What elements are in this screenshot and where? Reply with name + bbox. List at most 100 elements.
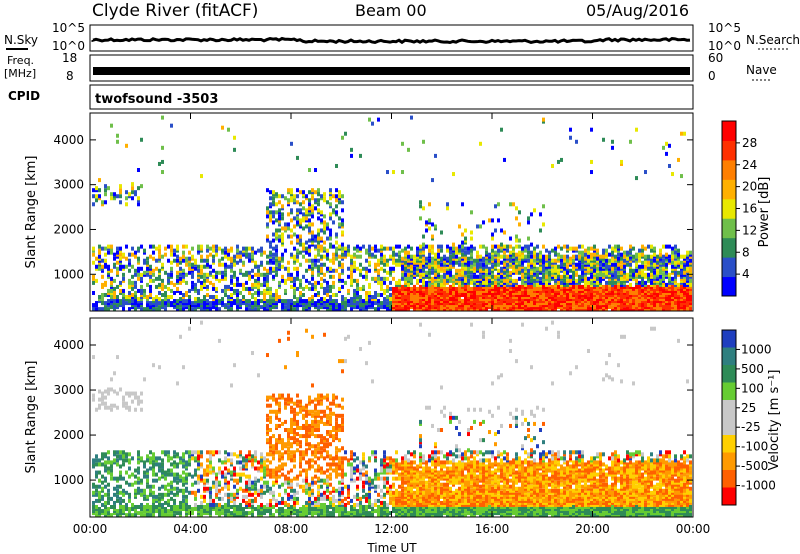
echo-cell: [146, 260, 149, 265]
echo-cell: [323, 240, 326, 245]
echo-cell: [101, 454, 104, 459]
echo-cell: [248, 288, 251, 293]
echo-cell: [584, 254, 587, 259]
echo-cell: [338, 216, 341, 221]
echo-cell: [587, 286, 590, 291]
echo-cell: [269, 216, 272, 221]
echo-cell: [479, 270, 482, 275]
echo-cell: [284, 222, 287, 227]
echo-cell: [428, 272, 431, 277]
echo-cell: [689, 262, 692, 267]
echo-cell: [470, 295, 473, 300]
echo-cell: [452, 172, 455, 177]
echo-cell: [563, 307, 566, 312]
echo-cell: [182, 299, 185, 304]
echo-cell: [263, 297, 266, 302]
echo-cell: [161, 286, 164, 291]
echo-cell: [341, 254, 344, 259]
echo-cell: [125, 143, 128, 148]
echo-cell: [110, 403, 113, 408]
echo-cell: [161, 470, 164, 475]
echo-cell: [329, 266, 332, 271]
echo-cell: [233, 262, 236, 267]
echo-cell: [320, 262, 323, 267]
echo-cell: [482, 307, 485, 312]
echo-cell: [464, 270, 467, 275]
echo-cell: [227, 248, 230, 253]
echo-cell: [335, 234, 338, 239]
echo-cell: [152, 494, 155, 499]
echo-cell: [449, 256, 452, 261]
echo-cell: [608, 274, 611, 279]
echo-cell: [422, 139, 425, 144]
echo-cell: [452, 297, 455, 302]
echo-cell: [491, 260, 494, 265]
echo-cell: [161, 450, 164, 455]
echo-cell: [569, 260, 572, 265]
echo-cell: [611, 262, 614, 267]
echo-cell: [191, 262, 194, 267]
echo-cell: [674, 250, 677, 255]
echo-cell: [578, 286, 581, 291]
echo-cell: [548, 280, 551, 285]
echo-cell: [533, 252, 536, 257]
echo-cell: [104, 389, 107, 394]
echo-cell: [536, 252, 539, 257]
echo-cell: [308, 264, 311, 269]
echo-cell: [482, 303, 485, 308]
echo-cell: [611, 282, 614, 287]
echo-cell: [134, 250, 137, 255]
echo-cell: [686, 274, 689, 279]
echo-cell: [680, 270, 683, 275]
echo-cell: [305, 250, 308, 255]
echo-cell: [224, 466, 227, 471]
echo-cell: [440, 256, 443, 261]
echo-cell: [668, 295, 671, 300]
echo-cell: [671, 280, 674, 285]
echo-cell: [539, 303, 542, 308]
echo-cell: [563, 295, 566, 300]
echo-cell: [188, 288, 191, 293]
echo-cell: [170, 280, 173, 285]
echo-cell: [413, 262, 416, 267]
echo-cell: [641, 264, 644, 269]
echo-cell: [158, 307, 161, 312]
echo-cell: [593, 290, 596, 295]
echo-cell: [143, 248, 146, 253]
echo-cell: [170, 472, 173, 477]
echo-cell: [287, 276, 290, 281]
echo-cell: [494, 295, 497, 300]
echo-cell: [206, 507, 209, 512]
echo-cell: [317, 299, 320, 304]
echo-cell: [161, 492, 164, 497]
echo-cell: [143, 496, 146, 501]
echo-cell: [662, 301, 665, 306]
echo-cell: [560, 301, 563, 306]
echo-cell: [548, 307, 551, 312]
echo-cell: [551, 292, 554, 297]
echo-cell: [110, 299, 113, 304]
echo-cell: [587, 254, 590, 259]
echo-cell: [602, 264, 605, 269]
echo-cell: [440, 244, 443, 249]
echo-cell: [494, 307, 497, 312]
echo-cell: [401, 170, 404, 175]
echo-cell: [476, 295, 479, 300]
echo-cell: [641, 305, 644, 310]
echo-cell: [578, 274, 581, 279]
echo-cell: [413, 258, 416, 263]
echo-cell: [602, 295, 605, 300]
echo-cell: [146, 513, 149, 518]
echo-cell: [686, 278, 689, 283]
echo-cell: [338, 260, 341, 265]
echo-cell: [383, 305, 386, 310]
echo-cell: [512, 254, 515, 259]
echo-cell: [431, 270, 434, 275]
echo-cell: [422, 292, 425, 297]
echo-cell: [683, 274, 686, 279]
echo-cell: [671, 250, 674, 255]
echo-cell: [512, 256, 515, 261]
echo-cell: [197, 454, 200, 459]
echo-cell: [467, 288, 470, 293]
echo-cell: [536, 258, 539, 263]
